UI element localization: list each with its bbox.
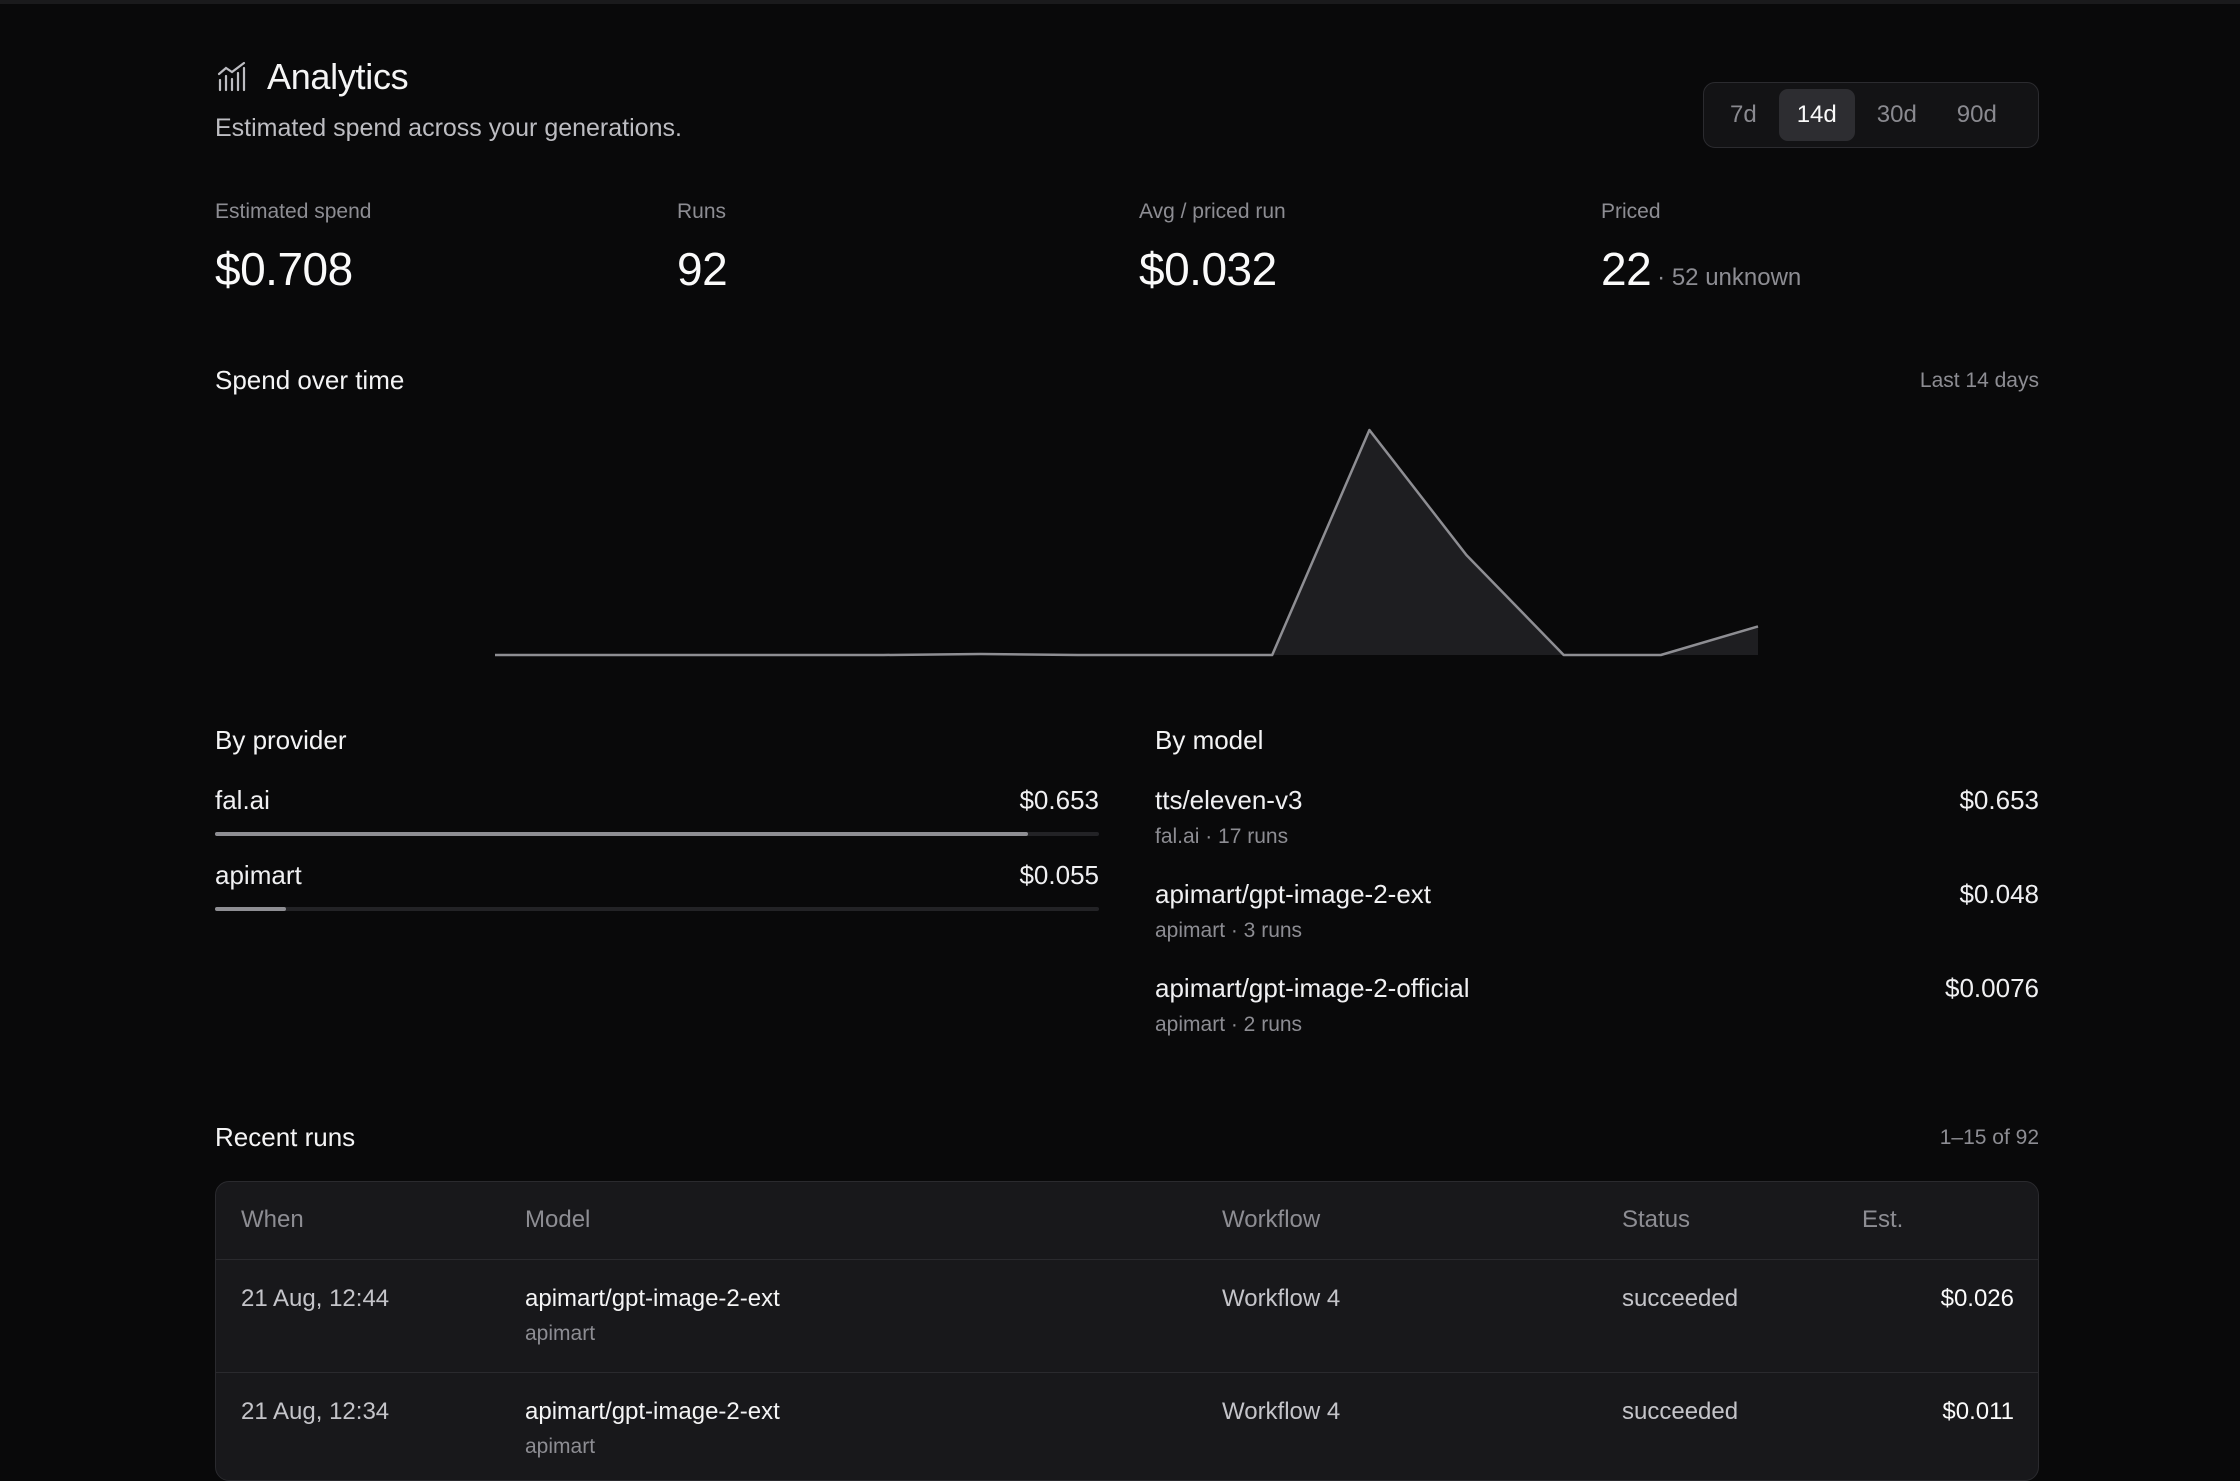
run-when: 21 Aug, 12:34 xyxy=(241,1398,390,1425)
stat-value-row: 22 · 52 unknown xyxy=(1601,242,1801,296)
spend-line xyxy=(495,428,1759,657)
run-status: succeeded xyxy=(1622,1285,1739,1312)
spend-chart-title: Spend over time xyxy=(215,365,405,395)
recent-runs-pagination: 1–15 of 92 xyxy=(1939,1126,2039,1149)
stat-label: Priced xyxy=(1601,200,1661,223)
chart-bars-icon xyxy=(217,61,246,92)
provider-bar-track xyxy=(215,907,1099,911)
provider-bar-fill xyxy=(215,832,1029,836)
page-subtitle: Estimated spend across your generations. xyxy=(215,114,682,142)
column-status[interactable]: Status xyxy=(1622,1206,1691,1233)
column-workflow[interactable]: Workflow xyxy=(1222,1206,1321,1233)
by-model-section: By model tts/eleven-v3 fal.ai · 17 runs … xyxy=(1155,725,2039,1036)
range-90d-button[interactable]: 90d xyxy=(1956,101,1997,128)
stat-estimated-spend: Estimated spend $0.708 xyxy=(215,200,371,296)
run-model: apimart/gpt-image-2-ext xyxy=(525,1398,780,1425)
stat-value: $0.032 xyxy=(1139,243,1277,295)
range-14d-button[interactable]: 14d xyxy=(1778,89,1855,141)
run-workflow[interactable]: Workflow 4 xyxy=(1222,1398,1341,1425)
stats-row: Estimated spend $0.708 Runs 92 Avg / pri… xyxy=(215,200,2039,310)
table-header: When Model Workflow Status Est. xyxy=(216,1182,2038,1260)
column-when[interactable]: When xyxy=(241,1206,304,1233)
spend-chart-range: Last 14 days xyxy=(1919,369,2039,392)
provider-value: $0.055 xyxy=(1019,860,1099,890)
model-name: apimart/gpt-image-2-ext xyxy=(1155,879,1431,909)
stat-runs: Runs 92 xyxy=(677,200,728,296)
column-est[interactable]: Est. xyxy=(1862,1206,1904,1233)
provider-bar-fill xyxy=(215,907,286,911)
spend-area xyxy=(495,430,1758,655)
range-30d-button[interactable]: 30d xyxy=(1876,101,1917,128)
stat-label: Estimated spend xyxy=(215,200,372,223)
top-divider xyxy=(0,0,2240,4)
run-status: succeeded xyxy=(1622,1398,1739,1425)
model-row: apimart/gpt-image-2-official apimart · 2… xyxy=(1155,973,2039,1053)
provider-row: fal.ai $0.653 xyxy=(215,725,1099,836)
table-row[interactable]: 21 Aug, 12:44 apimart/gpt-image-2-ext ap… xyxy=(216,1260,2038,1373)
model-meta: apimart · 3 runs xyxy=(1155,919,1303,942)
by-model-title: By model xyxy=(1155,725,1264,755)
run-when: 21 Aug, 12:44 xyxy=(241,1285,390,1312)
spend-chart-header: Spend over time Last 14 days xyxy=(215,365,2039,396)
provider-row: apimart $0.055 xyxy=(215,800,1099,911)
column-model[interactable]: Model xyxy=(525,1206,591,1233)
recent-runs-title: Recent runs xyxy=(215,1122,356,1152)
table-row[interactable]: 21 Aug, 12:34 apimart/gpt-image-2-ext ap… xyxy=(216,1373,2038,1480)
page-title: Analytics xyxy=(267,56,409,97)
recent-runs-table: When Model Workflow Status Est. 21 Aug, … xyxy=(215,1181,2039,1481)
stat-label: Runs xyxy=(677,200,727,223)
provider-bar-track xyxy=(215,832,1099,836)
model-meta: fal.ai · 17 runs xyxy=(1155,825,1289,848)
model-row: tts/eleven-v3 fal.ai · 17 runs $0.653 xyxy=(1155,785,2039,865)
model-value: $0.653 xyxy=(1959,785,2039,815)
title-row: Analytics xyxy=(215,56,2039,98)
run-est: $0.011 xyxy=(1942,1398,2014,1425)
by-provider-section: By provider fal.ai $0.653 apimart $0.055 xyxy=(215,725,1099,911)
stat-value: $0.708 xyxy=(215,243,353,295)
stat-priced: Priced 22 · 52 unknown xyxy=(1601,200,1801,296)
model-value: $0.0076 xyxy=(1945,973,2039,1003)
range-selector: 7d 14d 30d 90d xyxy=(1703,82,2039,148)
provider-value: $0.653 xyxy=(1019,785,1099,815)
model-value: $0.048 xyxy=(1959,879,2039,909)
stat-note: · 52 unknown xyxy=(1657,264,1802,291)
run-est: $0.026 xyxy=(1940,1285,2014,1312)
run-model: apimart/gpt-image-2-ext xyxy=(525,1285,780,1312)
run-workflow[interactable]: Workflow 4 xyxy=(1222,1285,1341,1312)
model-row: apimart/gpt-image-2-ext apimart · 3 runs… xyxy=(1155,879,2039,959)
spend-chart xyxy=(495,428,1759,657)
stat-label: Avg / priced run xyxy=(1139,200,1286,223)
run-provider: apimart xyxy=(525,1322,596,1345)
analytics-page: Analytics Estimated spend across your ge… xyxy=(215,0,2039,1481)
stat-value: 92 xyxy=(677,243,728,295)
stat-avg-priced-run: Avg / priced run $0.032 xyxy=(1139,200,1286,296)
run-provider: apimart xyxy=(525,1435,596,1458)
model-name: tts/eleven-v3 xyxy=(1155,785,1303,815)
provider-name: apimart xyxy=(215,860,302,890)
range-7d-button[interactable]: 7d xyxy=(1730,101,1757,128)
model-meta: apimart · 2 runs xyxy=(1155,1013,1303,1036)
provider-name: fal.ai xyxy=(215,785,270,815)
stat-value: 22 xyxy=(1601,243,1652,295)
recent-runs-header: Recent runs 1–15 of 92 xyxy=(215,1122,2039,1153)
page-header: Analytics Estimated spend across your ge… xyxy=(215,56,2039,156)
model-name: apimart/gpt-image-2-official xyxy=(1155,973,1470,1003)
by-provider-title: By provider xyxy=(215,725,347,755)
